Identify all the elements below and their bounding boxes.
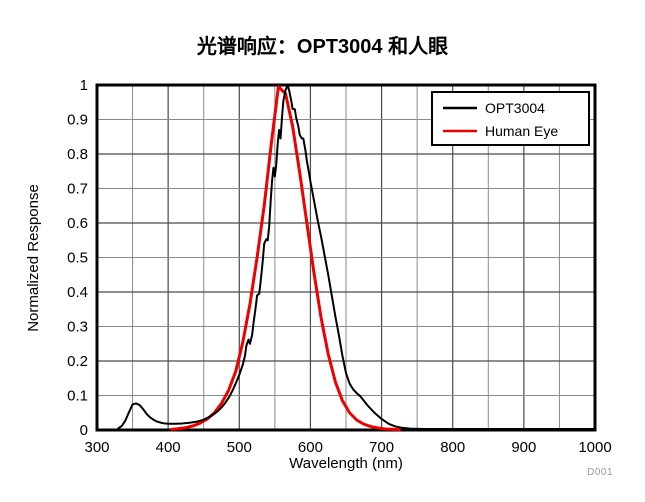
x-tick-label: 500 (227, 439, 252, 456)
plot-border (95, 83, 597, 432)
x-tick-label: 400 (156, 439, 181, 456)
x-axis-tick-labels: 300 400 500 600 700 800 900 1000 (84, 439, 611, 456)
legend-label-human-eye: Human Eye (485, 123, 558, 139)
legend-label-opt3004: OPT3004 (485, 100, 545, 116)
legend: OPT3004 Human Eye (431, 91, 590, 146)
plot-frame (95, 83, 597, 432)
x-tick-label: 300 (84, 439, 109, 456)
y-axis-tick-labels: 0 0.1 0.2 0.3 0.4 0.5 0.6 0.7 0.8 0.9 1 (67, 77, 88, 439)
x-tick-label: 600 (298, 439, 323, 456)
y-tick-label: 0.7 (67, 181, 88, 198)
x-tick-label: 900 (511, 439, 536, 456)
y-axis-label: Normalized Response (25, 184, 42, 332)
y-tick-label: 0.6 (67, 215, 88, 232)
x-tick-label: 700 (369, 439, 394, 456)
y-tick-label: 1 (80, 77, 88, 94)
y-tick-label: 0.8 (67, 146, 88, 163)
y-tick-label: 0.1 (67, 388, 88, 405)
x-axis-label: Wavelength (nm) (289, 455, 403, 472)
x-tick-label: 800 (440, 439, 465, 456)
y-tick-label: 0.3 (67, 319, 88, 336)
legend-box (431, 91, 590, 146)
y-tick-label: 0.4 (67, 284, 88, 301)
chart-title: 光谱响应：OPT3004 和人眼 (196, 36, 449, 58)
data-curves (117, 84, 596, 432)
x-tick-label: 1000 (578, 439, 611, 456)
series-line-human-eye (170, 85, 401, 432)
y-tick-label: 0.9 (67, 112, 88, 129)
y-tick-label: 0.2 (67, 353, 88, 370)
series-line-opt3004 (117, 84, 596, 430)
y-tick-label: 0 (80, 422, 88, 439)
y-tick-label: 0.5 (67, 250, 88, 267)
watermark-label: D001 (587, 467, 613, 478)
